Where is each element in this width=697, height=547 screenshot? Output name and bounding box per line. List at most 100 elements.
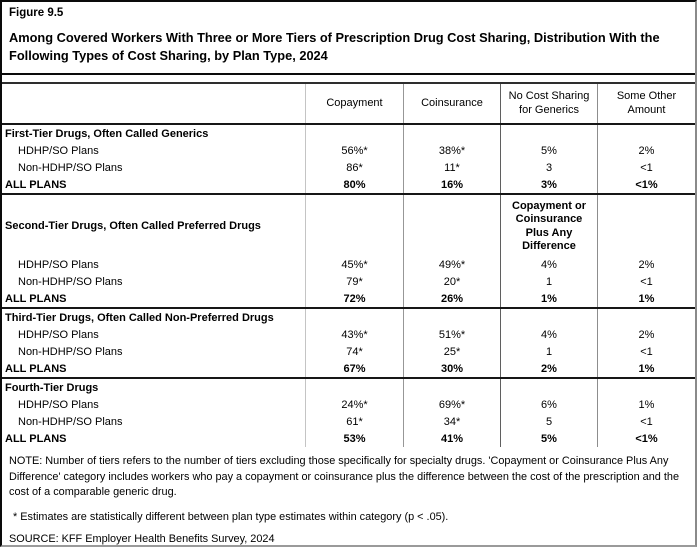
header-empty-cell <box>2 84 305 123</box>
table-header-row: Copayment Coinsurance No Cost Sharing fo… <box>2 84 695 125</box>
empty-cell <box>597 379 695 396</box>
table-row: Non-HDHP/SO Plans 61* 34* 5 <1 <box>2 413 695 430</box>
table-cell: 3 <box>500 159 597 176</box>
table-cell: 41% <box>403 430 500 447</box>
column-header-copayment: Copayment <box>305 84 403 123</box>
table-cell: 24%* <box>305 396 403 413</box>
table-cell: 20* <box>403 273 500 290</box>
table-cell: 1 <box>500 273 597 290</box>
table-row: HDHP/SO Plans 24%* 69%* 6% 1% <box>2 396 695 413</box>
table-cell: 4% <box>500 326 597 343</box>
table-cell: 25* <box>403 343 500 360</box>
empty-cell <box>597 125 695 142</box>
table-cell: <1% <box>597 176 695 193</box>
table-cell: 61* <box>305 413 403 430</box>
empty-cell <box>597 309 695 326</box>
row-label: ALL PLANS <box>5 292 67 305</box>
section-title: First-Tier Drugs, Often Called Generics <box>5 127 209 140</box>
table-cell: 2% <box>597 142 695 159</box>
section-title-row: Third-Tier Drugs, Often Called Non-Prefe… <box>2 309 695 326</box>
row-label: HDHP/SO Plans <box>18 328 99 341</box>
table-cell: 34* <box>403 413 500 430</box>
table-cell: 69%* <box>403 396 500 413</box>
empty-cell <box>500 379 597 396</box>
section-title: Second-Tier Drugs, Often Called Preferre… <box>5 219 261 232</box>
empty-cell <box>403 309 500 326</box>
table-row: Non-HDHP/SO Plans 79* 20* 1 <1 <box>2 273 695 290</box>
table-row: ALL PLANS 53% 41% 5% <1% <box>2 430 695 447</box>
table-cell: 79* <box>305 273 403 290</box>
table-cell: 80% <box>305 176 403 193</box>
row-label: ALL PLANS <box>5 432 67 445</box>
table-cell: 4% <box>500 256 597 273</box>
table-section: Fourth-Tier Drugs HDHP/SO Plans 24%* 69%* 6%… <box>2 377 695 447</box>
table-cell: <1% <box>597 430 695 447</box>
section-title-row: First-Tier Drugs, Often Called Generics <box>2 125 695 142</box>
section-header-row: Second-Tier Drugs, Often Called Preferre… <box>2 195 695 256</box>
table-cell: 5 <box>500 413 597 430</box>
table-cell: 26% <box>403 290 500 307</box>
column-header-coinsurance: Coinsurance <box>403 84 500 123</box>
table-row: ALL PLANS 67% 30% 2% 1% <box>2 360 695 377</box>
row-label: Non-HDHP/SO Plans <box>18 161 123 174</box>
column-header-no-cost-sharing: No Cost Sharing for Generics <box>500 84 597 123</box>
row-label: HDHP/SO Plans <box>18 398 99 411</box>
table-cell: 16% <box>403 176 500 193</box>
empty-cell <box>403 195 500 256</box>
table-cell: 5% <box>500 142 597 159</box>
table-cell: 2% <box>597 326 695 343</box>
table-row: HDHP/SO Plans 56%* 38%* 5% 2% <box>2 142 695 159</box>
row-label: ALL PLANS <box>5 362 67 375</box>
table-cell: 56%* <box>305 142 403 159</box>
table-cell: 38%* <box>403 142 500 159</box>
source-note: SOURCE: KFF Employer Health Benefits Sur… <box>9 533 275 545</box>
table-cell: 2% <box>500 360 597 377</box>
empty-cell <box>500 125 597 142</box>
table-cell: 1% <box>597 360 695 377</box>
figure-title: Among Covered Workers With Three or More… <box>9 30 660 63</box>
table-cell: 43%* <box>305 326 403 343</box>
empty-cell <box>597 195 695 256</box>
section-title: Third-Tier Drugs, Often Called Non-Prefe… <box>5 311 274 324</box>
row-label: HDHP/SO Plans <box>18 144 99 157</box>
empty-cell <box>403 379 500 396</box>
table-body: First-Tier Drugs, Often Called Generics H… <box>2 125 695 447</box>
row-label: Non-HDHP/SO Plans <box>18 275 123 288</box>
column-header-some-other-amount: Some Other Amount <box>597 84 695 123</box>
table-cell: 1% <box>597 396 695 413</box>
note-text: NOTE: Number of tiers refers to the numb… <box>9 455 680 498</box>
table-cell: 72% <box>305 290 403 307</box>
table-section: First-Tier Drugs, Often Called Generics H… <box>2 125 695 193</box>
table-cell: 67% <box>305 360 403 377</box>
notes-block: NOTE: Number of tiers refers to the numb… <box>2 447 695 545</box>
table-cell: 74* <box>305 343 403 360</box>
table-cell: <1 <box>597 343 695 360</box>
table-cell: 30% <box>403 360 500 377</box>
table-cell: 53% <box>305 430 403 447</box>
empty-cell <box>305 195 403 256</box>
table-section: Third-Tier Drugs, Often Called Non-Prefe… <box>2 307 695 377</box>
special-column-header-cell: Copayment or Coinsurance Plus Any Differ… <box>500 195 597 256</box>
table-cell: 1% <box>597 290 695 307</box>
table-row: HDHP/SO Plans 43%* 51%* 4% 2% <box>2 326 695 343</box>
table-row: Non-HDHP/SO Plans 74* 25* 1 <1 <box>2 343 695 360</box>
empty-cell <box>305 309 403 326</box>
table-row: HDHP/SO Plans 45%* 49%* 4% 2% <box>2 256 695 273</box>
table-cell: 45%* <box>305 256 403 273</box>
title-block: Figure 9.5 Among Covered Workers With Th… <box>2 2 695 75</box>
table-section: Second-Tier Drugs, Often Called Preferre… <box>2 193 695 307</box>
table-cell: <1 <box>597 159 695 176</box>
table-cell: 51%* <box>403 326 500 343</box>
table-row: ALL PLANS 72% 26% 1% 1% <box>2 290 695 307</box>
table-cell: <1 <box>597 273 695 290</box>
figure-label: Figure 9.5 <box>9 7 64 19</box>
table-cell: 6% <box>500 396 597 413</box>
table-cell: 1 <box>500 343 597 360</box>
empty-cell <box>500 309 597 326</box>
row-label: ALL PLANS <box>5 178 67 191</box>
table-cell: 86* <box>305 159 403 176</box>
table-row: ALL PLANS 80% 16% 3% <1% <box>2 176 695 193</box>
table-cell: 5% <box>500 430 597 447</box>
special-column-header: Copayment or Coinsurance Plus Any Differ… <box>512 199 586 253</box>
